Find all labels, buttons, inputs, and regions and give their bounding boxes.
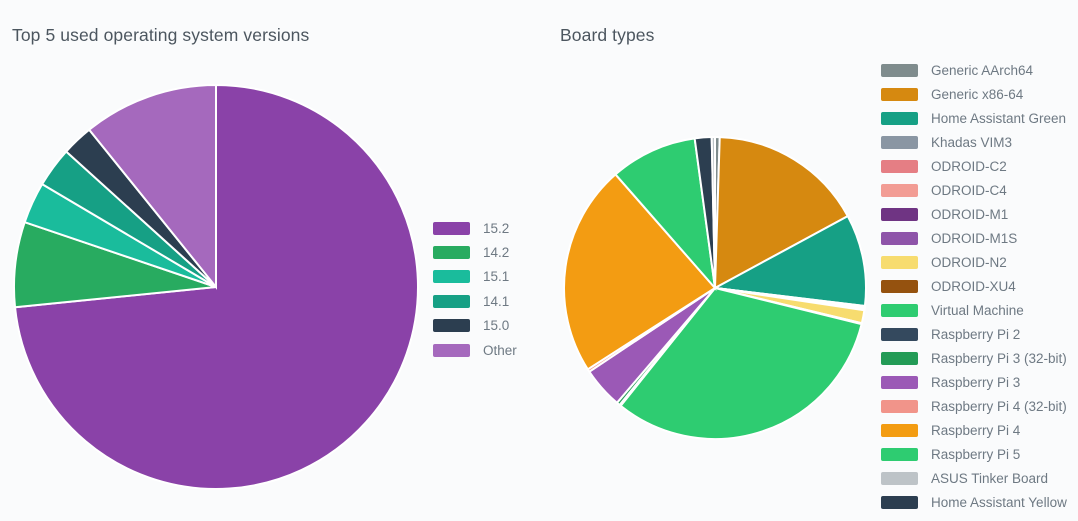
legend-item-other[interactable]: Other — [433, 338, 517, 362]
legend-item-generic-x86-64[interactable]: Generic x86-64 — [881, 82, 1067, 106]
legend-label: Khadas VIM3 — [931, 134, 1013, 150]
legend-label: 15.2 — [483, 220, 510, 236]
legend-swatch — [881, 424, 918, 438]
legend-swatch — [881, 496, 918, 510]
legend-item-raspberry-pi-5[interactable]: Raspberry Pi 5 — [881, 443, 1067, 467]
pie-slice-virtual-machine[interactable] — [619, 286, 863, 440]
legend-label: ODROID-C4 — [931, 182, 1007, 198]
legend-swatch — [881, 352, 918, 366]
legend-swatch — [881, 135, 918, 149]
legend-item-generic-aarch64[interactable]: Generic AArch64 — [881, 58, 1067, 82]
legend-swatch — [433, 246, 470, 260]
legend-item-14-1[interactable]: 14.1 — [433, 289, 517, 313]
legend-swatch — [881, 279, 918, 293]
legend-swatch — [881, 207, 918, 221]
legend-item-asus-tinker-board[interactable]: ASUS Tinker Board — [881, 467, 1067, 491]
legend-label: Raspberry Pi 4 — [931, 423, 1021, 439]
legend-swatch — [881, 472, 918, 486]
legend-label: ODROID-XU4 — [931, 278, 1016, 294]
legend-swatch — [881, 400, 918, 414]
legend-item-odroid-m1[interactable]: ODROID-M1 — [881, 202, 1067, 226]
legend-label: Home Assistant Green — [931, 110, 1067, 126]
legend-swatch — [881, 255, 918, 269]
legend-label: ODROID-N2 — [931, 254, 1007, 270]
legend-label: Raspberry Pi 3 — [931, 375, 1021, 391]
legend-label: Generic x86-64 — [931, 86, 1024, 102]
legend-label: 14.2 — [483, 245, 510, 261]
legend-label: Virtual Machine — [931, 302, 1024, 318]
legend-swatch — [881, 111, 918, 125]
legend-item-raspberry-pi-3[interactable]: Raspberry Pi 3 — [881, 371, 1067, 395]
chart-title: Board types — [560, 24, 655, 45]
legend-swatch — [881, 183, 918, 197]
legend-item-home-assistant-yellow[interactable]: Home Assistant Yellow — [881, 491, 1067, 515]
os-versions-legend: 15.2 14.2 15.1 14.1 15.0 Other — [433, 216, 517, 362]
legend-item-virtual-machine[interactable]: Virtual Machine — [881, 298, 1067, 322]
legend-item-raspberry-pi-2[interactable]: Raspberry Pi 2 — [881, 323, 1067, 347]
legend-label: Home Assistant Yellow — [931, 495, 1067, 511]
legend-item-khadas-vim3[interactable]: Khadas VIM3 — [881, 130, 1067, 154]
legend-swatch — [433, 294, 470, 308]
legend-item-odroid-c2[interactable]: ODROID-C2 — [881, 154, 1067, 178]
legend-swatch — [881, 87, 918, 101]
legend-swatch — [881, 231, 918, 245]
legend-label: 14.1 — [483, 293, 510, 309]
legend-label: ODROID-C2 — [931, 158, 1007, 174]
legend-item-odroid-n2[interactable]: ODROID-N2 — [881, 250, 1067, 274]
legend-label: Raspberry Pi 3 (32-bit) — [931, 351, 1067, 367]
legend-swatch — [881, 63, 918, 77]
board-types-legend: Generic AArch64 Generic x86-64 Home Assist… — [881, 58, 1067, 515]
legend-item-15-2[interactable]: 15.2 — [433, 216, 517, 240]
legend-label: Raspberry Pi 2 — [931, 327, 1021, 343]
legend-item-raspberry-pi-4-32-bit[interactable]: Raspberry Pi 4 (32-bit) — [881, 395, 1067, 419]
legend-label: Generic AArch64 — [931, 62, 1034, 78]
pie-slice-raspberry-pi-5[interactable] — [614, 137, 717, 292]
pie-slice-home-assistant-green[interactable] — [711, 214, 867, 308]
legend-swatch — [433, 343, 470, 357]
legend-swatch — [881, 448, 918, 462]
legend-swatch — [433, 221, 470, 235]
legend-item-15-0[interactable]: 15.0 — [433, 314, 517, 338]
legend-label: ASUS Tinker Board — [931, 471, 1049, 487]
legend-label: Raspberry Pi 5 — [931, 447, 1021, 463]
legend-swatch — [881, 328, 918, 342]
legend-swatch — [433, 270, 470, 284]
legend-label: 15.1 — [483, 269, 510, 285]
legend-item-raspberry-pi-4[interactable]: Raspberry Pi 4 — [881, 419, 1067, 443]
chart-title: Top 5 used operating system versions — [12, 24, 310, 45]
legend-item-odroid-m1s[interactable]: ODROID-M1S — [881, 226, 1067, 250]
legend-swatch — [881, 303, 918, 317]
legend-label: Other — [483, 342, 517, 358]
os-versions-pie — [13, 84, 419, 490]
legend-item-15-1[interactable]: 15.1 — [433, 265, 517, 289]
legend-label: ODROID-M1 — [931, 206, 1009, 222]
legend-swatch — [433, 319, 470, 333]
legend-item-odroid-xu4[interactable]: ODROID-XU4 — [881, 274, 1067, 298]
pie-slice-other[interactable] — [87, 84, 217, 290]
board-types-pie — [563, 136, 867, 440]
legend-label: Raspberry Pi 4 (32-bit) — [931, 399, 1067, 415]
legend-swatch — [881, 159, 918, 173]
legend-label: ODROID-M1S — [931, 230, 1018, 246]
pie-slice-generic-x86-64[interactable] — [713, 136, 850, 290]
legend-item-home-assistant-green[interactable]: Home Assistant Green — [881, 106, 1067, 130]
legend-item-raspberry-pi-3-32-bit[interactable]: Raspberry Pi 3 (32-bit) — [881, 347, 1067, 371]
legend-swatch — [881, 376, 918, 390]
legend-item-odroid-c4[interactable]: ODROID-C4 — [881, 178, 1067, 202]
pie-slice-asus-tinker-board[interactable] — [710, 136, 716, 289]
legend-label: 15.0 — [483, 318, 510, 334]
legend-item-14-2[interactable]: 14.2 — [433, 240, 517, 264]
pie-slice-raspberry-pi-4[interactable] — [563, 173, 717, 371]
